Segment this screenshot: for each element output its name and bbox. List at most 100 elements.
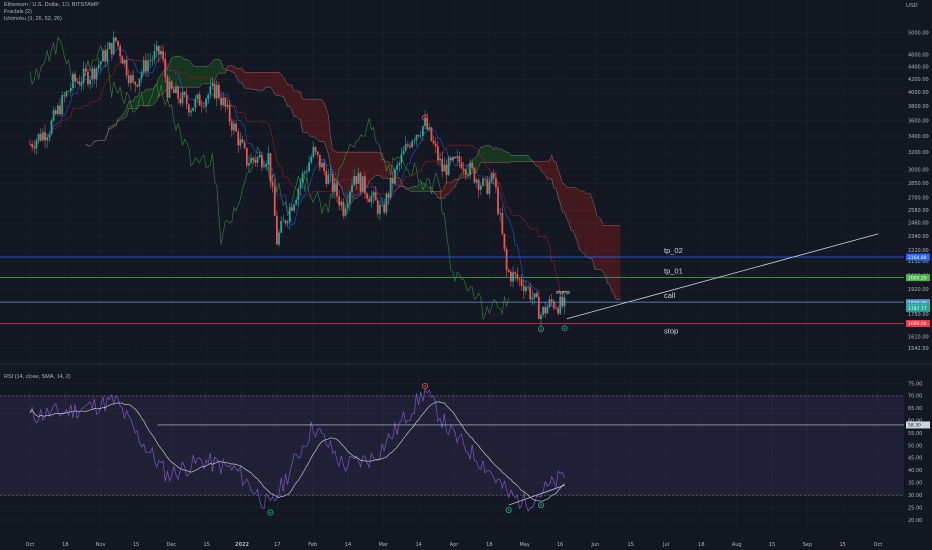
- time-tick-label: Nov: [96, 542, 106, 548]
- candle-body: [316, 151, 319, 155]
- cloud-segment: [281, 74, 284, 97]
- cloud-segment: [575, 187, 578, 243]
- candle-body: [482, 178, 484, 186]
- cloud-segment: [231, 65, 234, 73]
- cloud-segment: [270, 72, 273, 90]
- cloud-segment: [319, 99, 322, 142]
- cloud-segment: [328, 115, 331, 167]
- price-tick-label: 3200.00: [908, 150, 929, 156]
- cloud-segment: [495, 146, 498, 163]
- candle-body: [484, 178, 487, 180]
- rsi-tick-label: 70.00: [908, 394, 922, 400]
- cloud-segment: [566, 187, 569, 223]
- candle-body: [299, 182, 302, 189]
- candle-body: [228, 104, 231, 122]
- cloud-segment: [491, 146, 494, 163]
- fractals-legend[interactable]: Fractals (2): [4, 9, 32, 15]
- currency-label: USD: [906, 3, 918, 9]
- cloud-segment: [498, 148, 501, 163]
- cloud-segment: [242, 68, 245, 89]
- candle-body: [280, 221, 283, 233]
- cloud-segment: [236, 68, 239, 82]
- cloud-segment: [341, 152, 344, 195]
- candle-body: [490, 173, 493, 182]
- cloud-segment: [510, 155, 513, 162]
- candle-body: [458, 156, 461, 163]
- symbol-title[interactable]: Ethereum / U.S. Dollar, 1D, BITSTAMP: [4, 2, 99, 8]
- cloud-segment: [276, 72, 279, 96]
- rsi-ma-line: [29, 401, 565, 502]
- candle-body: [428, 127, 431, 130]
- rsi-tick-label: 55.00: [908, 431, 922, 437]
- candle-body: [303, 172, 306, 174]
- candle-body: [278, 232, 280, 245]
- candle-body: [205, 98, 207, 107]
- candle-body: [192, 107, 195, 111]
- candle-body: [361, 176, 364, 192]
- cloud-segment: [109, 126, 112, 129]
- price-tag: [906, 299, 930, 307]
- candle-body: [80, 82, 83, 85]
- cloud-segment: [259, 72, 262, 91]
- rsi-tick-label: 25.00: [908, 505, 922, 511]
- candle-body: [359, 172, 362, 192]
- cloud-segment: [425, 184, 428, 192]
- candle-body: [123, 59, 126, 64]
- cloud-segment: [549, 154, 552, 179]
- cloud-segment: [504, 151, 507, 163]
- candle-body: [411, 140, 414, 148]
- cloud-segment: [214, 59, 217, 82]
- time-tick-label: Sep: [803, 542, 812, 548]
- cloud-segment: [227, 65, 230, 71]
- candle-body: [78, 81, 81, 85]
- cloud-segment: [538, 161, 541, 171]
- candle-body: [127, 75, 130, 84]
- cloud-segment: [560, 175, 563, 213]
- candle-body: [41, 132, 44, 141]
- cloud-segment: [573, 187, 576, 237]
- cloud-segment: [296, 91, 299, 119]
- candle-body: [497, 187, 499, 214]
- cloud-segment: [536, 161, 539, 167]
- candle-body: [288, 207, 291, 222]
- candle-body: [342, 201, 345, 216]
- rsi-tick-label: 40.00: [908, 468, 922, 474]
- level-label-stop: stop: [664, 327, 678, 336]
- ichimoku-legend[interactable]: Ichimoku (9, 26, 52, 26): [4, 16, 62, 22]
- fractal-dot: [540, 504, 542, 506]
- cloud-segment: [268, 72, 271, 88]
- cloud-segment: [367, 152, 370, 188]
- candle-body: [477, 179, 480, 190]
- rsi-legend[interactable]: RSI (14, close, SMA, 14, 2): [4, 374, 71, 380]
- price-tick-label: 3600.00: [908, 118, 929, 124]
- cloud-segment: [416, 184, 419, 192]
- candle-body: [404, 144, 407, 151]
- rsi-plot: [29, 388, 904, 512]
- candle-body: [301, 173, 304, 183]
- candle-body: [421, 126, 424, 136]
- fractal-low-icon: [537, 502, 544, 509]
- candle-body: [269, 153, 272, 182]
- cloud-segment: [266, 72, 269, 88]
- candle-body: [291, 207, 293, 211]
- candle-body: [117, 40, 119, 47]
- price-tag: [906, 304, 930, 312]
- time-tick-label: Jul: [662, 542, 669, 548]
- candle-body: [321, 162, 323, 168]
- cloud-segment: [229, 65, 232, 72]
- candle-body: [33, 147, 36, 149]
- time-tick-label: 15: [769, 542, 775, 548]
- candle-body: [327, 174, 330, 184]
- cloud-segment: [521, 155, 524, 162]
- price-axis[interactable]: 5000.00 4600.00 4400.00 4200.00 4000.00 3800.…: [906, 30, 930, 524]
- time-axis[interactable]: Oct 18 Nov 15 Dec 15 2022 17 Feb 14 Mar 14 Apr 18 May 1…: [26, 542, 883, 548]
- candle-body: [218, 84, 220, 98]
- price-tag-label: 2164.88: [908, 255, 927, 261]
- fractal-marks: [267, 114, 568, 516]
- time-tick-label: 18: [486, 542, 492, 548]
- fractal-low-icon: [561, 325, 568, 332]
- cloud-segment: [212, 59, 215, 83]
- price-tick-label: 3400.00: [908, 134, 929, 140]
- candle-body: [488, 181, 491, 194]
